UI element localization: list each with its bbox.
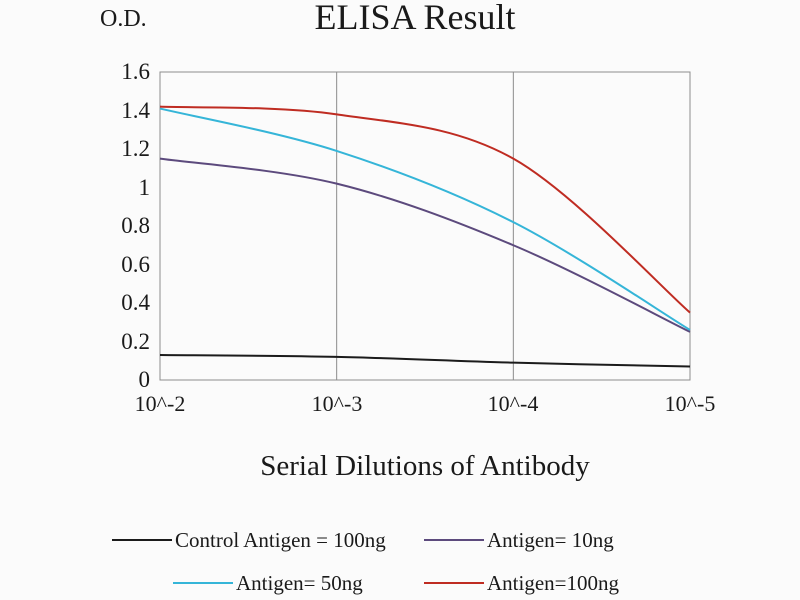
y-tick-label: 1.2 (121, 136, 150, 161)
legend-line-swatch (173, 582, 233, 585)
y-tick-label: 1 (138, 175, 151, 200)
legend-line-swatch (112, 539, 172, 542)
y-tick-label: 0.4 (121, 290, 150, 315)
legend-item-antigen-10ng: Antigen= 10ng (424, 527, 614, 553)
x-tick-label: 10^-4 (487, 391, 539, 416)
series-line-0 (159, 353, 691, 368)
x-axis-label: Serial Dilutions of Antibody (260, 450, 590, 482)
legend-label: Control Antigen = 100ng (175, 528, 386, 552)
x-tick-label: 10^-5 (664, 391, 716, 416)
series-line-2 (159, 107, 691, 331)
y-tick-label: 0.2 (121, 329, 150, 354)
legend-label: Antigen= 10ng (487, 528, 614, 552)
legend-item-antigen-100ng: Antigen=100ng (424, 570, 619, 596)
x-tick-label: 10^-2 (134, 391, 186, 416)
y-tick-label: 0.6 (121, 252, 150, 277)
y-tick-label: 1.6 (121, 59, 150, 84)
chart-title: ELISA Result (314, 0, 516, 37)
legend-line-swatch (424, 539, 484, 542)
x-tick-label: 10^-3 (311, 391, 363, 416)
series-line-3 (159, 105, 691, 314)
legend-label: Antigen=100ng (487, 571, 619, 595)
y-tick-label: 0.8 (121, 213, 150, 238)
legend-line-swatch (424, 582, 484, 585)
legend-label: Antigen= 50ng (236, 571, 363, 595)
series-line-1 (159, 157, 691, 333)
y-axis-unit-label: O.D. (100, 6, 147, 32)
legend-item-control-antigen: Control Antigen = 100ng (112, 527, 386, 553)
plot-border (159, 71, 691, 381)
y-tick-label: 1.4 (121, 98, 150, 123)
legend-item-antigen-50ng: Antigen= 50ng (173, 570, 363, 596)
y-tick-label: 0 (138, 367, 151, 392)
